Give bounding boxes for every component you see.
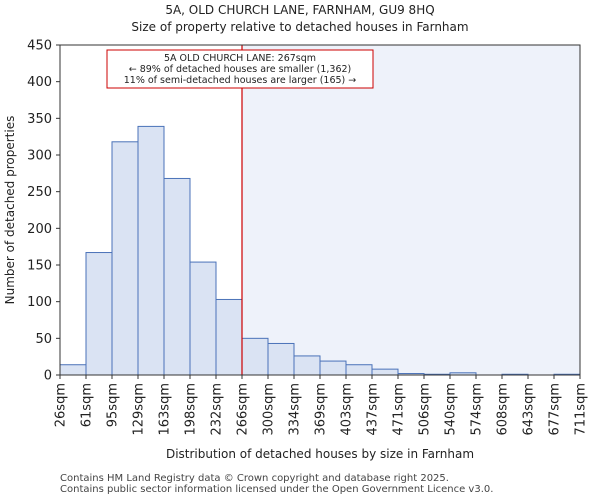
x-tick-label: 471sqm <box>392 383 407 436</box>
x-tick-label: 711sqm <box>574 383 589 436</box>
bar-163sqm <box>163 177 191 376</box>
annotation-line-2: ← 89% of detached houses are smaller (1,… <box>129 64 352 75</box>
x-tick-label: 232sqm <box>210 383 225 436</box>
bar-95sqm <box>111 141 139 376</box>
x-axis-label: Distribution of detached houses by size … <box>166 447 474 461</box>
chart-title: 5A, OLD CHURCH LANE, FARNHAM, GU9 8HQ <box>165 3 435 17</box>
x-tick-label: 26sqm <box>54 383 69 427</box>
y-tick-label: 100 <box>27 295 52 310</box>
x-tick-label: 437sqm <box>366 383 381 436</box>
bar-300sqm <box>267 342 295 376</box>
footer-licence: Contains public sector information licen… <box>60 484 494 495</box>
bar-198sqm <box>189 261 217 376</box>
x-tick-label: 677sqm <box>548 383 563 436</box>
y-tick-label: 300 <box>27 149 52 164</box>
bar-26sqm <box>59 364 87 376</box>
bar-266sqm <box>241 337 269 376</box>
y-tick-label: 250 <box>27 185 52 200</box>
bar-369sqm <box>319 360 347 376</box>
x-tick-label: 61sqm <box>80 383 95 427</box>
y-axis-label: Number of detached properties <box>3 116 17 305</box>
bar-232sqm <box>215 298 243 376</box>
y-tick-label: 450 <box>27 39 52 54</box>
bar-403sqm <box>345 364 373 376</box>
annotation-box <box>106 49 374 89</box>
x-tick-label: 506sqm <box>418 383 433 436</box>
x-tick-label: 540sqm <box>444 383 459 436</box>
y-tick-label: 150 <box>27 259 52 274</box>
x-tick-label: 129sqm <box>132 383 147 436</box>
y-tick-label: 0 <box>44 369 52 384</box>
x-tick-label: 95sqm <box>106 383 121 427</box>
x-tick-label: 369sqm <box>314 383 329 436</box>
bar-61sqm <box>85 252 113 376</box>
chart-subtitle: Size of property relative to detached ho… <box>131 20 469 34</box>
y-tick-label: 50 <box>35 332 52 347</box>
x-tick-label: 266sqm <box>236 383 251 436</box>
x-tick-label: 300sqm <box>262 383 277 436</box>
x-tick-label: 163sqm <box>158 383 173 436</box>
highlight-region <box>242 45 580 375</box>
x-tick-label: 608sqm <box>496 383 511 436</box>
x-tick-label: 403sqm <box>340 383 355 436</box>
x-tick-label: 643sqm <box>522 383 537 436</box>
annotation-line-3: 11% of semi-detached houses are larger (… <box>124 75 357 86</box>
footer-copyright: Contains HM Land Registry data © Crown c… <box>60 473 449 484</box>
y-tick-label: 350 <box>27 112 52 127</box>
annotation-line-1: 5A OLD CHURCH LANE: 267sqm <box>164 53 316 64</box>
y-tick-label: 200 <box>27 222 52 237</box>
y-tick-label: 400 <box>27 75 52 90</box>
x-tick-label: 334sqm <box>288 383 303 436</box>
x-tick-label: 574sqm <box>470 383 485 436</box>
x-tick-label: 198sqm <box>184 383 199 436</box>
bar-334sqm <box>293 355 321 376</box>
bar-129sqm <box>137 125 165 376</box>
bar-437sqm <box>371 368 399 376</box>
